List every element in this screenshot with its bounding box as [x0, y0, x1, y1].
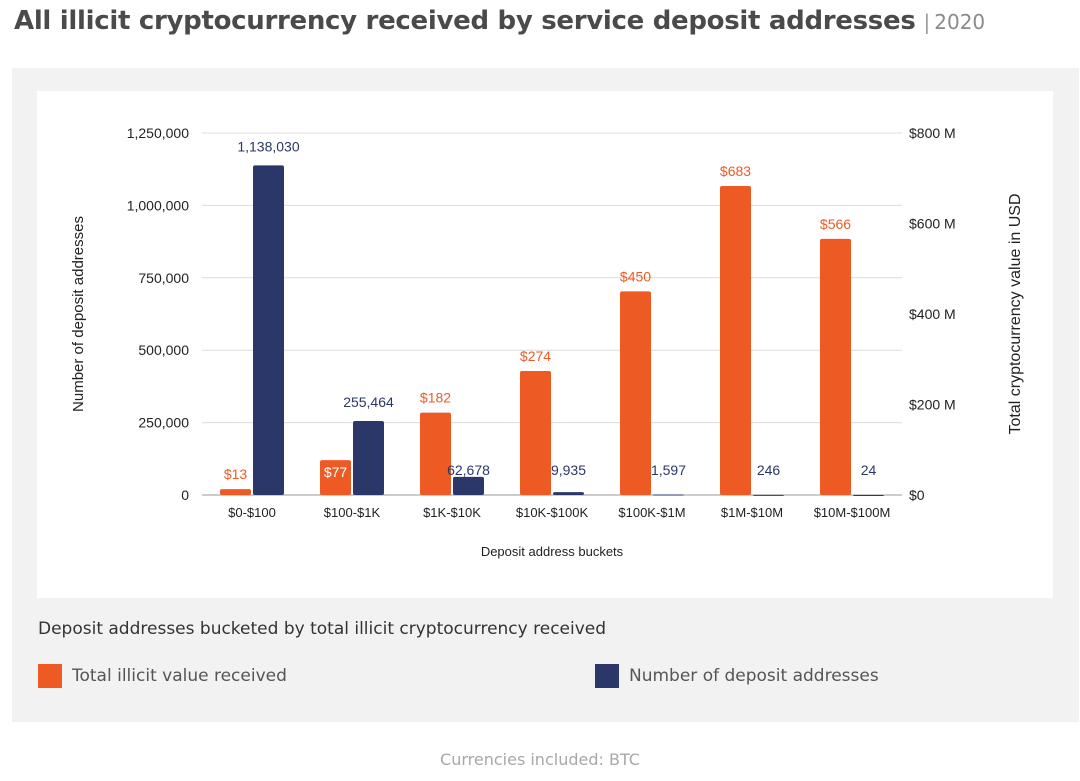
- value-bar: [620, 291, 651, 495]
- value-bar: [420, 412, 451, 495]
- value-data-label: $566: [820, 216, 851, 232]
- value-bar: [720, 185, 751, 495]
- count-bar: [253, 165, 284, 495]
- footnote: Currencies included: BTC: [440, 750, 640, 769]
- count-bar: [553, 492, 584, 495]
- x-tick-label: $100K-$1M: [618, 505, 685, 520]
- right-tick-label: $200 M: [909, 397, 956, 413]
- count-data-label: 255,464: [343, 394, 394, 410]
- value-bar: [820, 238, 851, 495]
- x-tick-label: $10M-$100M: [814, 505, 891, 520]
- legend-swatch-count: [595, 664, 619, 688]
- x-tick-label: $1M-$10M: [721, 505, 783, 520]
- bar-chart: 0 250,000 500,000 750,000 1,000,000 1,250,000…: [70, 125, 1024, 559]
- right-tick-label: $800 M: [909, 125, 956, 141]
- right-tick-label: $400 M: [909, 306, 956, 322]
- count-bar: [853, 494, 884, 496]
- count-data-label: 9,935: [551, 462, 586, 478]
- value-data-label: $683: [720, 163, 751, 179]
- value-bar: [520, 371, 551, 495]
- legend-label-count: Number of deposit addresses: [629, 666, 879, 686]
- y-axis-right-title: Total cryptocurrency value in USD: [1007, 194, 1024, 435]
- right-tick-label: $600 M: [909, 216, 956, 232]
- left-tick-label: 500,000: [138, 342, 189, 358]
- count-bar: [353, 421, 384, 495]
- legend-label-value: Total illicit value received: [72, 666, 287, 686]
- chart-card: 0 250,000 500,000 750,000 1,000,000 1,250,000…: [37, 91, 1053, 598]
- x-tick-label: $0-$100: [228, 505, 276, 520]
- value-data-label: $450: [620, 268, 651, 284]
- left-tick-label: 1,250,000: [127, 125, 189, 141]
- chart-year: 2020: [934, 10, 986, 34]
- right-tick-label: $0: [909, 487, 925, 503]
- value-data-label: $77: [324, 464, 348, 480]
- value-bar: [320, 460, 351, 495]
- chart-title-row: All illicit cryptocurrency received by s…: [14, 6, 985, 36]
- value-data-label: $182: [420, 390, 451, 406]
- value-bar: [220, 489, 251, 495]
- title-separator: |: [923, 10, 931, 34]
- x-tick-label: $100-$1K: [324, 505, 381, 520]
- count-bar: [453, 476, 484, 495]
- left-tick-label: 1,000,000: [127, 197, 189, 213]
- chart-title: All illicit cryptocurrency received by s…: [14, 6, 916, 36]
- x-tick-label: $10K-$100K: [516, 505, 589, 520]
- count-data-label: 62,678: [447, 462, 490, 478]
- y-axis-left-title: Number of deposit addresses: [70, 216, 87, 412]
- value-data-label: $13: [224, 466, 248, 482]
- left-tick-label: 0: [181, 487, 189, 503]
- value-data-label: $274: [520, 348, 551, 364]
- legend-caption: Deposit addresses bucketed by total illi…: [38, 619, 607, 639]
- legend-item-value: Total illicit value received: [38, 664, 287, 688]
- x-axis-title: Deposit address buckets: [481, 544, 624, 559]
- count-data-label: 24: [861, 462, 877, 478]
- left-tick-label: 250,000: [138, 415, 189, 431]
- count-bar: [753, 494, 784, 496]
- legend-item-count: Number of deposit addresses: [595, 664, 879, 688]
- count-data-label: 246: [757, 462, 781, 478]
- count-data-label: 1,597: [651, 462, 686, 478]
- left-tick-label: 750,000: [138, 270, 189, 286]
- count-data-label: 1,138,030: [237, 138, 299, 154]
- x-tick-label: $1K-$10K: [423, 505, 481, 520]
- legend-swatch-value: [38, 664, 62, 688]
- count-bar: [653, 494, 684, 496]
